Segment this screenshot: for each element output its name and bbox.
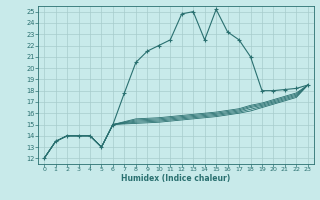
X-axis label: Humidex (Indice chaleur): Humidex (Indice chaleur) — [121, 174, 231, 183]
